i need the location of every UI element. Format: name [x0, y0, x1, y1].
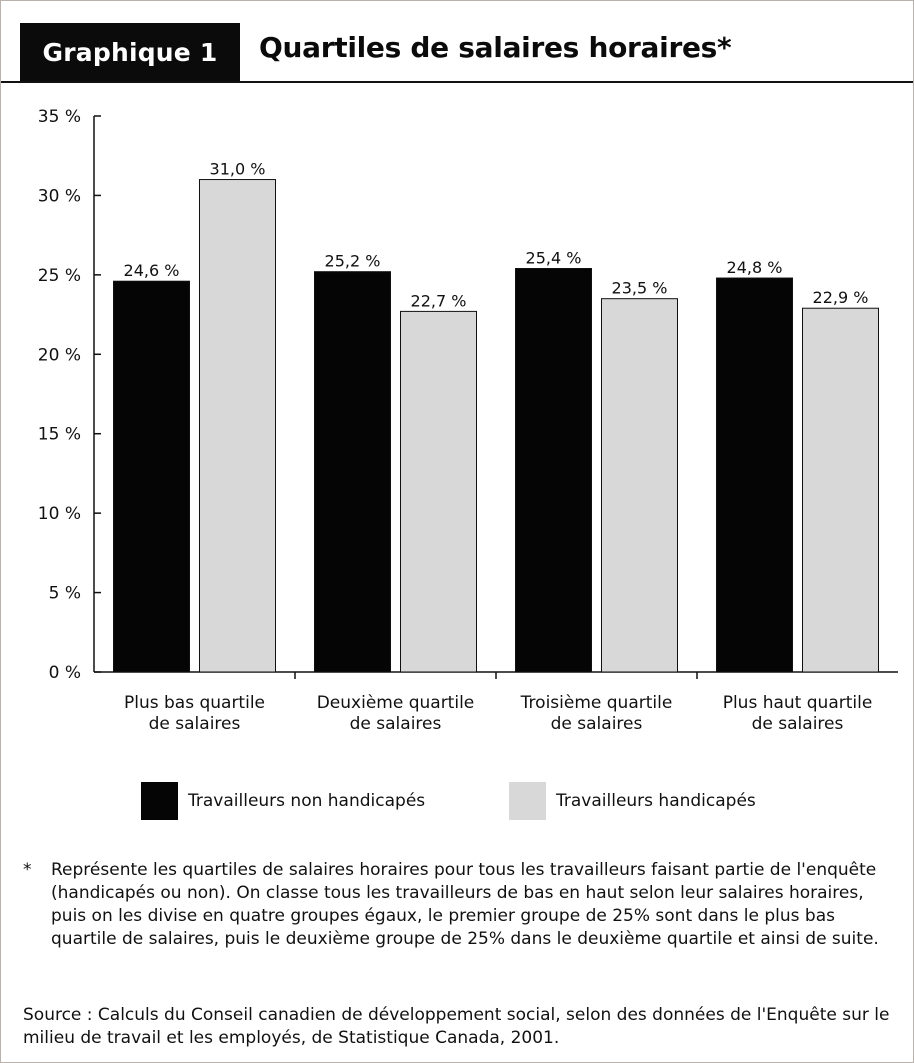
- legend-item-handicapes: Travailleurs handicapés: [509, 781, 756, 821]
- source-note: Source : Calculs du Conseil canadien de …: [23, 1005, 890, 1048]
- y-tick-label: 15 %: [38, 425, 81, 445]
- bar: [716, 277, 793, 673]
- legend-item-non-handicapes: Travailleurs non handicapés: [141, 781, 425, 821]
- x-tick-label: Deuxième quartile: [317, 693, 475, 713]
- bar: [802, 307, 879, 673]
- data-label: 22,9 %: [813, 288, 869, 307]
- data-label: 25,4 %: [526, 249, 582, 268]
- title-rule: [1, 81, 913, 83]
- bar: [601, 298, 678, 673]
- legend-label-non-handicapes: Travailleurs non handicapés: [188, 791, 426, 811]
- legend-label-handicapes: Travailleurs handicapés: [556, 791, 756, 811]
- chart-title: Quartiles de salaires horaires*: [259, 31, 732, 64]
- data-label: 24,8 %: [727, 258, 783, 277]
- bar: [113, 280, 190, 673]
- y-tick-label: 5 %: [49, 584, 81, 604]
- footnote: * Représente les quartiles de salaires h…: [23, 859, 898, 951]
- x-tick-label: Plus bas quartile: [124, 693, 265, 713]
- data-label: 25,2 %: [325, 252, 381, 271]
- data-label: 31,0 %: [210, 160, 266, 179]
- bar: [199, 179, 276, 673]
- y-tick-label: 0 %: [49, 663, 81, 683]
- legend-swatch-non-handicapes: [141, 782, 178, 820]
- bar: [400, 310, 477, 673]
- footnote-text: Représente les quartiles de salaires hor…: [51, 860, 879, 949]
- y-tick-label: 10 %: [38, 504, 81, 524]
- y-tick-label: 20 %: [38, 345, 81, 365]
- bar-chart: 0 % 5 % 10 % 15 % 20 % 25 % 30 % 35 % 24,6 % 31,0…: [38, 107, 898, 734]
- x-tick-label: de salaires: [350, 714, 442, 734]
- x-tick-label: de salaires: [551, 714, 643, 734]
- y-tick-label: 25 %: [38, 266, 81, 286]
- bar: [314, 271, 391, 673]
- data-label: 24,6 %: [124, 261, 180, 280]
- footnote-marker: *: [23, 860, 32, 880]
- legend-swatch-handicapes: [509, 782, 546, 820]
- figure-label: Graphique 1: [20, 23, 240, 81]
- data-label: 22,7 %: [411, 291, 467, 310]
- x-tick-label: de salaires: [752, 714, 844, 734]
- x-tick-label: Plus haut quartile: [723, 693, 873, 713]
- data-label: 23,5 %: [612, 279, 668, 298]
- x-tick-label: Troisième quartile: [520, 693, 673, 713]
- bar: [515, 268, 592, 673]
- y-tick-label: 35 %: [38, 107, 81, 127]
- x-tick-label: de salaires: [149, 714, 241, 734]
- y-tick-label: 30 %: [38, 186, 81, 206]
